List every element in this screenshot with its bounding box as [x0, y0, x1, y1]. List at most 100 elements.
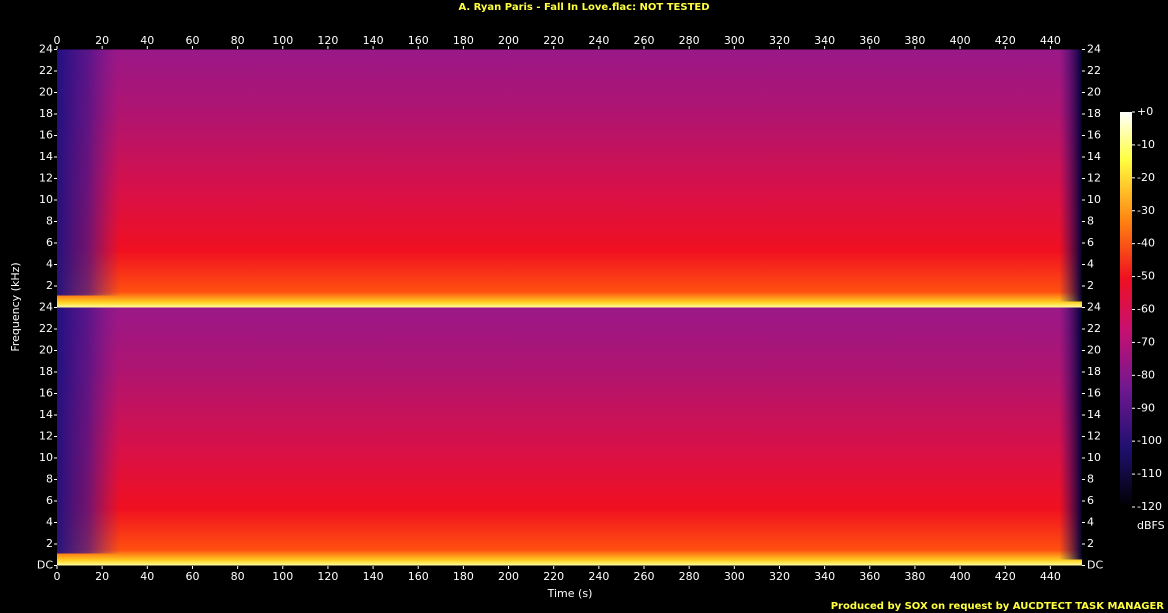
y-tick-label-right: 8 [1087, 473, 1094, 486]
x-tick-label: 140 [363, 570, 384, 583]
x-tick-label-top: 120 [317, 34, 338, 47]
colorbar-tick-label: -110 [1137, 467, 1162, 480]
x-tick-label: 240 [588, 570, 609, 583]
y-tick-label-right: 2 [1087, 537, 1094, 550]
x-tick-label: 360 [859, 570, 880, 583]
y-tick-label-right: 10 [1087, 193, 1101, 206]
x-tick-label-top: 380 [904, 34, 925, 47]
y-tick-label-right: 10 [1087, 451, 1101, 464]
y-tick-label-right: 20 [1087, 344, 1101, 357]
x-tick-label: 200 [498, 570, 519, 583]
y-tick-label: 16 [39, 387, 53, 400]
colorbar-tick-label: -100 [1137, 434, 1162, 447]
spectrogram-outro [1059, 49, 1082, 302]
x-tick-label-top: 200 [498, 34, 519, 47]
x-tick-label: 180 [453, 570, 474, 583]
x-tick-label: 420 [995, 570, 1016, 583]
x-tick-label: 160 [408, 570, 429, 583]
x-tick-label: 60 [185, 570, 199, 583]
y-tick-label-right: 12 [1087, 172, 1101, 185]
y-tick-label-right: 18 [1087, 365, 1101, 378]
y-tick-label-right: 24 [1087, 301, 1101, 314]
colorbar-label: dBFS [1137, 519, 1165, 532]
x-tick-label: 220 [543, 570, 564, 583]
chart-title: A. Ryan Paris - Fall In Love.flac: NOT T… [458, 2, 709, 13]
x-tick-label-top: 80 [231, 34, 245, 47]
y-tick-label-right: 14 [1087, 150, 1101, 163]
x-tick-label-top: 40 [140, 34, 154, 47]
y-tick-label: 22 [39, 322, 53, 335]
x-tick-label: 400 [950, 570, 971, 583]
colorbar-tick-label: -70 [1137, 335, 1155, 348]
y-tick-label: 14 [39, 150, 53, 163]
colorbar-tick-label: -60 [1137, 303, 1155, 316]
y-tick-label-right: 2 [1087, 279, 1094, 292]
y-tick-label: 4 [46, 516, 53, 529]
x-tick-label: 340 [814, 570, 835, 583]
y-tick-label-right: 24 [1087, 43, 1101, 56]
spectrogram-outro [1059, 307, 1082, 560]
x-tick-label: 100 [272, 570, 293, 583]
x-tick-label-top: 60 [185, 34, 199, 47]
x-tick-label: 380 [904, 570, 925, 583]
colorbar-tick-label: -40 [1137, 237, 1155, 250]
x-axis-label: Time (s) [547, 587, 593, 600]
y-tick-label: 22 [39, 64, 53, 77]
colorbar-tick-label: -120 [1137, 500, 1162, 513]
x-tick-label-top: 260 [634, 34, 655, 47]
x-tick-label-top: 420 [995, 34, 1016, 47]
colorbar-tick-label: -90 [1137, 401, 1155, 414]
y-tick-label: 4 [46, 258, 53, 271]
x-tick-label: 440 [1040, 570, 1061, 583]
x-tick-label: 300 [724, 570, 745, 583]
x-tick-label-top: 100 [272, 34, 293, 47]
y-tick-label: 6 [46, 236, 53, 249]
x-tick-label-top: 440 [1040, 34, 1061, 47]
x-tick-label: 280 [679, 570, 700, 583]
y-tick-label: 6 [46, 494, 53, 507]
y-tick-label-right: 6 [1087, 236, 1094, 249]
y-tick-label: 20 [39, 86, 53, 99]
colorbar-tick-label: -80 [1137, 368, 1155, 381]
x-tick-label-top: 140 [363, 34, 384, 47]
spectrogram [57, 307, 1082, 566]
colorbar-tick-label: -20 [1137, 171, 1155, 184]
y-tick-label-right: 22 [1087, 322, 1101, 335]
y-tick-label: 8 [46, 473, 53, 486]
colorbar [1120, 112, 1132, 507]
x-tick-label: 0 [54, 570, 61, 583]
x-tick-label-top: 320 [769, 34, 790, 47]
x-tick-label-top: 220 [543, 34, 564, 47]
x-tick-label-top: 360 [859, 34, 880, 47]
colorbar-tick-label: -30 [1137, 204, 1155, 217]
y-tick-label-right: DC [1087, 559, 1103, 572]
y-tick-label: 10 [39, 451, 53, 464]
x-tick-label-top: 240 [588, 34, 609, 47]
y-tick-label: 18 [39, 107, 53, 120]
x-tick-label-top: 340 [814, 34, 835, 47]
y-tick-label: 20 [39, 344, 53, 357]
y-tick-label-right: 14 [1087, 408, 1101, 421]
x-tick-label-top: 400 [950, 34, 971, 47]
y-tick-label: 10 [39, 193, 53, 206]
y-tick-label-right: 18 [1087, 107, 1101, 120]
colorbar-tick-label: +0 [1137, 105, 1153, 118]
spectrogram [57, 49, 1082, 308]
x-tick-label: 80 [231, 570, 245, 583]
y-tick-label-right: 20 [1087, 86, 1101, 99]
y-tick-label: 16 [39, 129, 53, 142]
spectrogram-intro [57, 49, 121, 296]
y-tick-label: 2 [46, 537, 53, 550]
x-tick-label-top: 180 [453, 34, 474, 47]
y-tick-label-right: 6 [1087, 494, 1094, 507]
y-tick-label-right: 4 [1087, 258, 1094, 271]
y-tick-label-right: 22 [1087, 64, 1101, 77]
y-tick-label-right: 12 [1087, 430, 1101, 443]
x-tick-label-top: 20 [95, 34, 109, 47]
y-tick-label-right: 8 [1087, 215, 1094, 228]
x-tick-label: 120 [317, 570, 338, 583]
colorbar-tick-label: -10 [1137, 138, 1155, 151]
spectrogram-intro [57, 307, 121, 554]
